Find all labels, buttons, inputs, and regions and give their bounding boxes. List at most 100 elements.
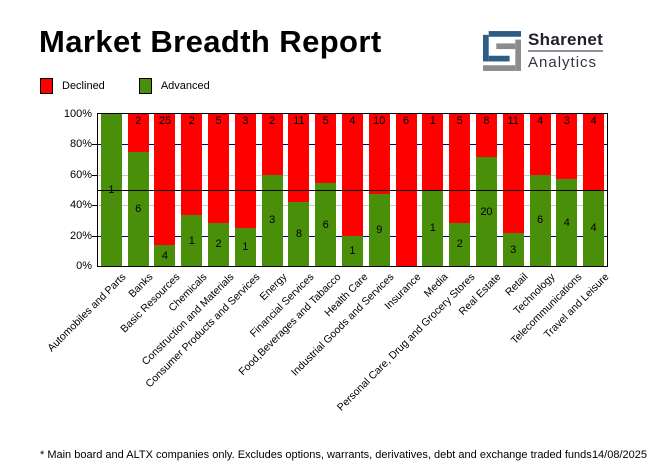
declined-count-label: 2: [269, 115, 276, 127]
advanced-count-label: 2: [215, 238, 222, 250]
bar-segment-advanced: [288, 202, 310, 266]
declined-count-label: 1: [429, 115, 436, 127]
bar-segment-declined: [529, 114, 551, 175]
chart-legend: Declined Advanced: [40, 78, 244, 94]
bar-slot: 11 8: [286, 114, 313, 266]
advanced-count-label: 1: [188, 235, 195, 247]
logo-text-analytics: Analytics: [528, 54, 598, 71]
legend-item-advanced: Advanced: [138, 78, 210, 94]
bar-segment-declined: [583, 114, 605, 190]
bar-segment-declined: [315, 114, 337, 184]
advanced-count-label: 6: [322, 219, 329, 231]
declined-count-label: 2: [135, 115, 142, 127]
bar-segment-declined: [208, 114, 230, 223]
bar-segment-advanced: [422, 190, 444, 266]
declined-count-label: 6: [403, 115, 410, 127]
bar-segment-advanced: [181, 215, 203, 266]
y-axis-tick: [92, 205, 97, 206]
legend-label-advanced: Advanced: [160, 80, 210, 92]
bar-segment-declined: [475, 114, 497, 158]
bar-slot: 10 9: [366, 114, 393, 266]
bar-segment-declined: [234, 114, 256, 228]
logo-wordmark: Sharenet Analytics: [528, 30, 604, 72]
stacked-bar: 10 9: [368, 114, 390, 266]
bar-segment-declined: [502, 114, 524, 234]
y-axis-tick: [92, 175, 97, 176]
bar-segment-advanced: [127, 152, 149, 266]
bar-segment-advanced: [341, 235, 363, 266]
bar-segment-declined: [368, 114, 390, 194]
bar-slot: 8 20: [473, 114, 500, 266]
stacked-bar: 11 3: [502, 114, 524, 266]
declined-count-label: 8: [483, 115, 490, 127]
bar-segment-declined: [154, 114, 176, 246]
declined-count-label: 5: [456, 115, 463, 127]
legend-label-declined: Declined: [62, 80, 105, 92]
bar-segment-advanced: [475, 157, 497, 266]
advanced-swatch-icon: [138, 78, 152, 94]
stacked-bar: 11 8: [288, 114, 310, 266]
declined-count-label: 2: [188, 115, 195, 127]
sharenet-logo-icon: [483, 31, 521, 71]
page-title: Market Breadth Report: [39, 24, 382, 59]
declined-count-label: 11: [507, 115, 519, 127]
advanced-count-label: 3: [269, 214, 276, 226]
declined-swatch-icon: [40, 78, 53, 94]
bar-segment-advanced: [556, 179, 578, 266]
report-date: 14/08/2025: [591, 449, 647, 461]
advanced-count-label: 2: [456, 238, 463, 250]
bar-segment-advanced: [315, 183, 337, 266]
y-axis-tick: [92, 144, 97, 145]
stacked-bar: 25 4: [154, 114, 176, 266]
bar-segment-advanced: [449, 222, 471, 266]
advanced-count-label: 1: [349, 245, 356, 257]
footnote: * Main board and ALTX companies only. Ex…: [40, 449, 592, 461]
bar-segment-advanced: [208, 222, 230, 266]
bar-segment-declined: [449, 114, 471, 223]
sharenet-logo: Sharenet Analytics: [483, 30, 604, 72]
advanced-count-label: 4: [563, 217, 570, 229]
advanced-count-label: 8: [295, 228, 302, 240]
bar-segment-advanced: [529, 174, 551, 266]
bar-segment-declined: [127, 114, 149, 152]
y-axis-label: 20%: [69, 230, 92, 242]
declined-count-label: 3: [242, 115, 249, 127]
bar-segment-declined: [261, 114, 283, 175]
y-axis-label: 80%: [69, 138, 92, 150]
legend-item-declined: Declined: [40, 78, 105, 94]
bar-slot: 25 4: [152, 114, 179, 266]
bar-segment-declined: [556, 114, 578, 180]
bar-segment-advanced: [583, 190, 605, 266]
advanced-count-label: 4: [590, 222, 597, 234]
declined-count-label: 11: [293, 115, 305, 127]
advanced-count-label: 3: [510, 244, 517, 256]
advanced-count-label: 20: [480, 206, 493, 218]
bar-segment-declined: [288, 114, 310, 202]
y-axis-label: 40%: [69, 199, 92, 211]
y-axis-label: 60%: [69, 169, 92, 181]
bar-segment-declined: [181, 114, 203, 216]
advanced-count-label: 6: [135, 203, 142, 215]
